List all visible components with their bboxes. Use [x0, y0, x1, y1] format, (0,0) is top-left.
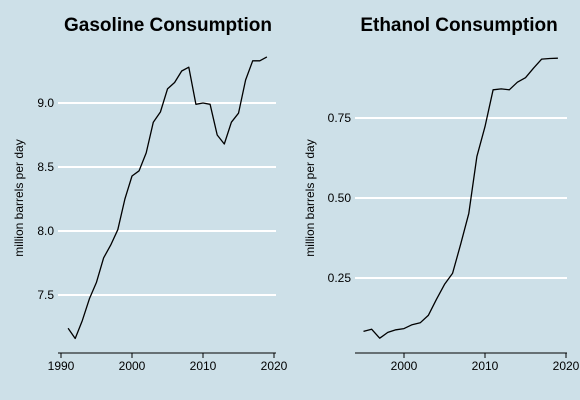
x-ticks: 1990 2000 2010 2020: [48, 353, 288, 373]
panel-ethanol: Ethanol Consumption million barrels per …: [303, 15, 580, 373]
x-tick-label: 2020: [261, 359, 288, 373]
chart-title: Ethanol Consumption: [360, 15, 557, 36]
panel-gasoline: Gasoline Consumption million barrels per…: [12, 15, 288, 373]
y-tick-label: 8.5: [37, 160, 54, 174]
y-tick-label: 8.0: [37, 224, 54, 238]
y-tick-labels: 0.25 0.50 0.75: [328, 111, 352, 285]
y-tick-label: 0.75: [328, 111, 352, 125]
y-tick-label: 0.50: [328, 191, 352, 205]
y-tick-labels: 7.5 8.0 8.5 9.0: [37, 96, 54, 302]
x-tick-label: 2010: [190, 359, 217, 373]
series-line-ethanol: [363, 57, 558, 339]
x-tick-label: 2000: [391, 359, 418, 373]
y-tick-label: 0.25: [328, 271, 352, 285]
series-line-gasoline: [67, 56, 268, 340]
x-tick-label: 2000: [119, 359, 146, 373]
grid-lines: [58, 102, 276, 296]
y-tick-label: 9.0: [37, 96, 54, 110]
x-tick-label: 1990: [48, 359, 75, 373]
y-axis-title: million barrels per day: [303, 139, 317, 256]
chart-title: Gasoline Consumption: [64, 15, 272, 36]
x-tick-label: 2010: [472, 359, 499, 373]
grid-lines: [355, 117, 567, 279]
y-tick-label: 7.5: [37, 288, 54, 302]
x-tick-label: 2020: [553, 359, 580, 373]
x-ticks: 2000 2010 2020: [391, 353, 580, 373]
y-axis-title: million barrels per day: [12, 139, 26, 256]
